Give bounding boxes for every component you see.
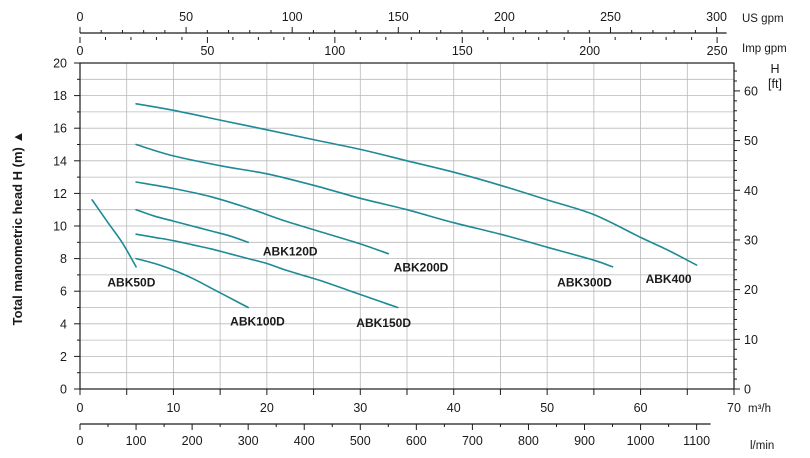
x-tick-label-m3h: 70 <box>727 401 741 415</box>
x-tick-label-lmin: 600 <box>406 434 427 448</box>
series-label-abk120d: ABK120D <box>263 244 318 258</box>
x-tick-label-lmin: 500 <box>350 434 371 448</box>
x-tick-label-lmin: 0 <box>77 434 84 448</box>
grid <box>80 63 734 389</box>
right-axis-label-top: H <box>770 62 779 76</box>
x-tick-label-impgpm: 50 <box>200 44 214 58</box>
right-tick-label: 30 <box>744 233 758 247</box>
x-tick-label-m3h: 30 <box>353 401 367 415</box>
series-label-abk150d: ABK150D <box>356 316 411 330</box>
curve-abk150d <box>135 233 399 309</box>
y-axis-label: Total manometric head H (m) ▲ <box>10 131 25 326</box>
series-labels: ABK50D ABK100D ABK120D ABK150D ABK200D ABK300… <box>107 244 692 330</box>
y-tick-label: 4 <box>60 317 67 331</box>
right-tick-label: 10 <box>744 333 758 347</box>
y-tick-label: 12 <box>53 187 67 201</box>
x-tick-label-lmin: 700 <box>462 434 483 448</box>
x-tick-label-usgpm: 300 <box>706 10 727 24</box>
x-tick-label-lmin: 200 <box>182 434 203 448</box>
x-tick-label-lmin: 1000 <box>627 434 655 448</box>
x-tick-label-lmin: 100 <box>126 434 147 448</box>
x-tick-label-m3h: 10 <box>166 401 180 415</box>
x-axis-unit-lmin: l/min <box>750 440 774 452</box>
y-tick-label: 0 <box>60 383 67 397</box>
x-tick-label-lmin: 300 <box>238 434 259 448</box>
series-label-abk300d: ABK300D <box>557 275 612 289</box>
curve-abk120d <box>135 208 249 244</box>
x-tick-label-lmin: 800 <box>518 434 539 448</box>
x-tick-label-impgpm: 200 <box>579 44 600 58</box>
y-tick-label: 2 <box>60 350 67 364</box>
x-tick-label-m3h: 50 <box>540 401 554 415</box>
right-tick-label: 0 <box>744 383 751 397</box>
y-tick-label: 20 <box>53 57 67 71</box>
x-tick-label-impgpm: 150 <box>452 44 473 58</box>
right-tick-label: 50 <box>744 134 758 148</box>
y-tick-label: 14 <box>53 154 67 168</box>
x-axis-unit-usgpm: US gpm <box>742 13 784 25</box>
series-label-abk400: ABK400 <box>646 272 692 286</box>
right-tick-label: 60 <box>744 84 758 98</box>
x-tick-label-lmin: 900 <box>574 434 595 448</box>
curve-abk50d <box>91 199 137 268</box>
axes <box>74 27 740 430</box>
curves <box>91 103 698 309</box>
x-tick-label-lmin: 400 <box>294 434 315 448</box>
x-axis-unit-m3h: m³/h <box>748 403 771 415</box>
x-tick-label-m3h: 0 <box>77 401 84 415</box>
series-label-abk200d: ABK200D <box>394 261 449 275</box>
x-tick-label-usgpm: 0 <box>77 10 84 24</box>
x-tick-label-impgpm: 100 <box>324 44 345 58</box>
series-label-abk50d: ABK50D <box>107 275 155 289</box>
curve-abk100d <box>135 257 249 309</box>
series-label-abk100d: ABK100D <box>230 314 285 328</box>
curve-abk300d <box>135 143 614 268</box>
curve-abk200d <box>135 181 390 255</box>
curve-abk400 <box>135 103 698 266</box>
right-tick-label: 40 <box>744 184 758 198</box>
x-tick-label-m3h: 60 <box>634 401 648 415</box>
y-tick-label: 10 <box>53 220 67 234</box>
y-tick-label: 18 <box>53 89 67 103</box>
x-tick-label-usgpm: 50 <box>179 10 193 24</box>
x-tick-label-impgpm: 0 <box>77 44 84 58</box>
y-tick-label: 6 <box>60 285 67 299</box>
y-tick-label: 16 <box>53 122 67 136</box>
x-tick-label-usgpm: 200 <box>494 10 515 24</box>
right-axis-label-unit: [ft] <box>768 77 782 91</box>
x-tick-label-usgpm: 100 <box>282 10 303 24</box>
y-tick-label: 8 <box>60 252 67 266</box>
x-tick-label-usgpm: 150 <box>388 10 409 24</box>
x-tick-label-usgpm: 250 <box>600 10 621 24</box>
right-tick-label: 20 <box>744 283 758 297</box>
x-tick-label-m3h: 40 <box>447 401 461 415</box>
x-tick-label-m3h: 20 <box>260 401 274 415</box>
x-tick-label-impgpm: 250 <box>707 44 728 58</box>
x-tick-label-lmin: 1100 <box>683 434 710 448</box>
x-axis-unit-impgpm: Imp gpm <box>742 43 787 55</box>
